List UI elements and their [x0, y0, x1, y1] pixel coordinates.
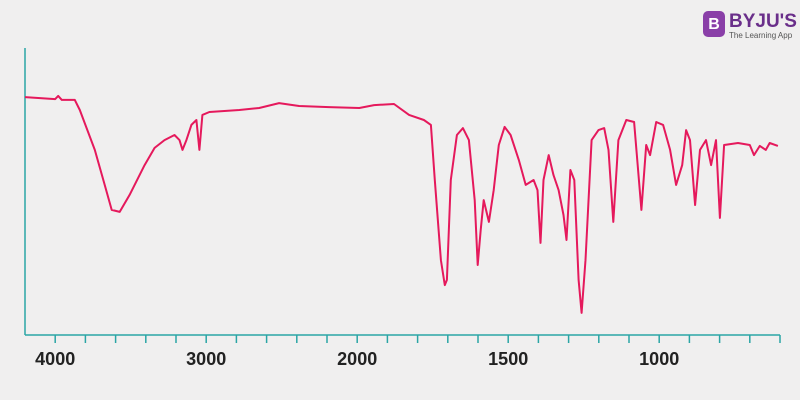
logo-name: BYJU'S [729, 11, 797, 32]
logo-icon [703, 11, 725, 37]
logo-icon-letter: B [708, 16, 720, 33]
logo-tagline: The Learning App [729, 31, 793, 40]
x-tick-label: 3000 [186, 349, 226, 369]
x-tick-label: 4000 [35, 349, 75, 369]
x-tick-label: 1500 [488, 349, 528, 369]
x-tick-label: 2000 [337, 349, 377, 369]
logo: B BYJU'S The Learning App [703, 11, 797, 40]
spectrum-line [24, 94, 779, 314]
x-tick-label: 1000 [639, 349, 679, 369]
